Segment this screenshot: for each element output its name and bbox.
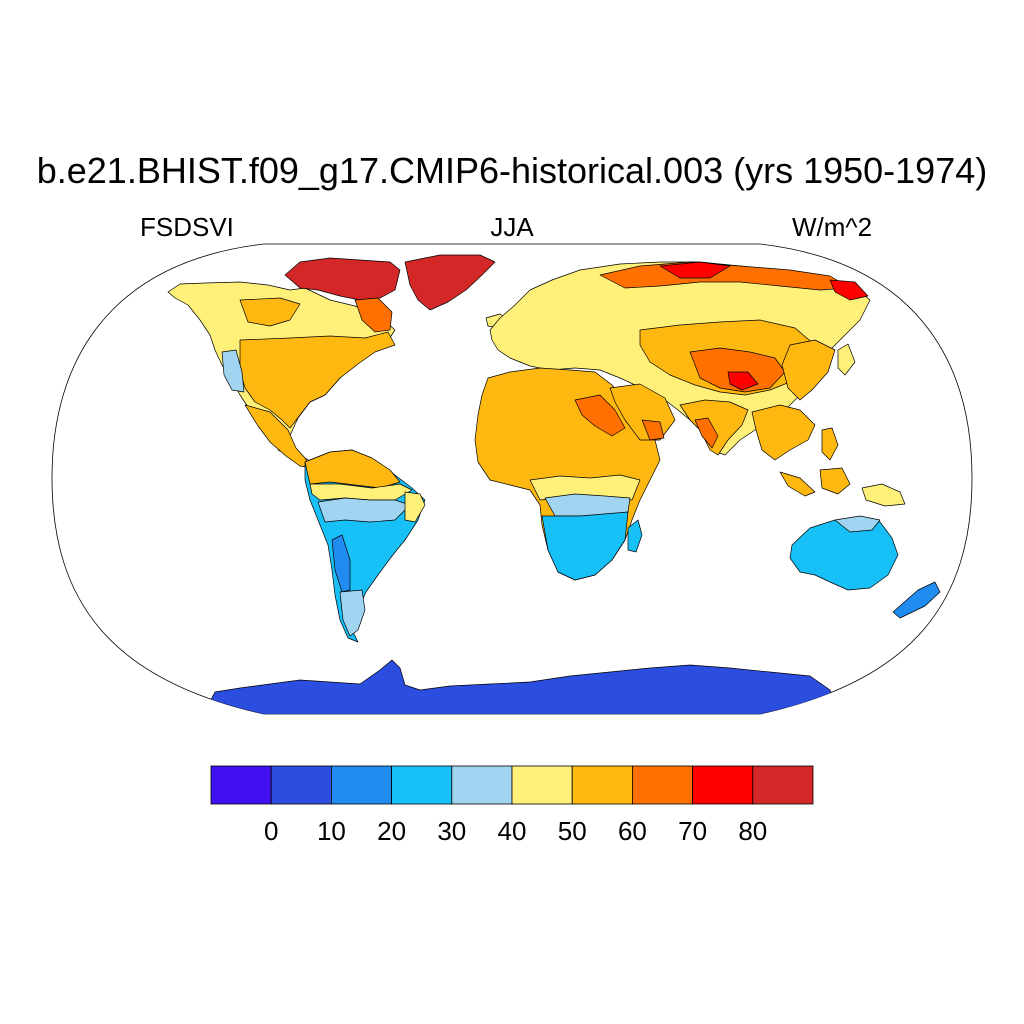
arctic-archipelago xyxy=(284,257,401,301)
plot-title: b.e21.BHIST.f09_g17.CMIP6-historical.003… xyxy=(36,150,988,191)
australia-north-light xyxy=(834,515,881,533)
variable-label: FSDSVI xyxy=(140,212,234,242)
colorbar-tick-label: 40 xyxy=(498,816,527,846)
colorbar-tick-label: 60 xyxy=(618,816,647,846)
units-label: W/m^2 xyxy=(792,212,873,242)
season-label: JJA xyxy=(490,212,534,242)
chukotka xyxy=(829,279,869,301)
chile-region xyxy=(331,534,351,593)
india xyxy=(679,399,749,456)
tibet-peak xyxy=(727,371,759,391)
colorbar-box xyxy=(330,765,392,805)
usa-region xyxy=(239,331,396,429)
hudson-east-region xyxy=(354,297,393,333)
new-guinea xyxy=(861,483,906,507)
patagonia xyxy=(339,589,366,637)
borneo xyxy=(819,467,851,495)
colorbar-box xyxy=(270,765,332,805)
colorbar-tick-label: 70 xyxy=(678,816,707,846)
southern-africa xyxy=(541,511,629,581)
amazon-light xyxy=(317,497,411,523)
sumatra xyxy=(779,471,816,497)
antarctica xyxy=(199,659,841,714)
colorbar-tick-label: 20 xyxy=(377,816,406,846)
colorbar-box xyxy=(752,765,814,805)
japan xyxy=(837,343,856,376)
colorbar-tick-label: 80 xyxy=(738,816,767,846)
colorbar-tick-label: 50 xyxy=(558,816,587,846)
tibetan-plateau xyxy=(689,347,786,393)
new-zealand xyxy=(892,581,941,619)
us-west-coast xyxy=(221,349,245,393)
colorbar-box xyxy=(391,765,453,805)
colorbar-tick-label: 10 xyxy=(317,816,346,846)
philippines xyxy=(821,427,839,461)
colorbar-box xyxy=(632,765,694,805)
arabia-hot xyxy=(641,419,665,441)
brazil-east xyxy=(404,491,426,523)
taimyr xyxy=(659,261,731,279)
colorbar-box xyxy=(692,765,754,805)
china-east xyxy=(781,339,836,401)
colorbar-box xyxy=(210,765,272,805)
northern-south-america xyxy=(304,449,401,489)
colorbar-box xyxy=(511,765,573,805)
india-west xyxy=(694,417,719,449)
sahara-hot xyxy=(574,394,626,437)
colorbar-box xyxy=(571,765,633,805)
greenland xyxy=(404,254,496,311)
madagascar xyxy=(627,519,643,553)
canada-region xyxy=(239,297,301,327)
colorbar-tick-label: 30 xyxy=(437,816,466,846)
colorbar-tick-label: 0 xyxy=(264,816,278,846)
colorbar-box xyxy=(451,765,513,805)
southeast-asia xyxy=(751,404,816,461)
